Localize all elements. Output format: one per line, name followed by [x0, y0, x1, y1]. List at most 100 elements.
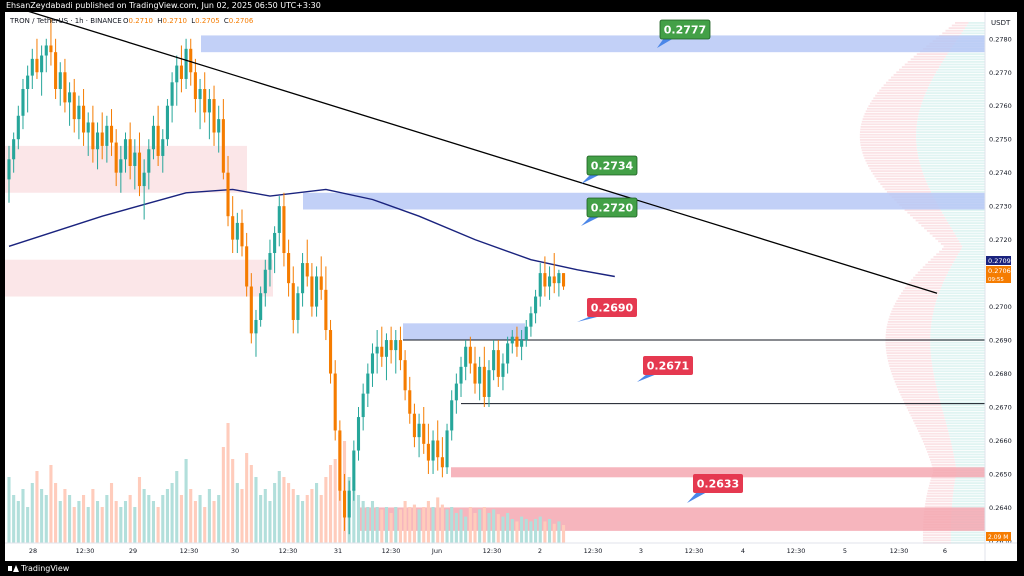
profile-bar [910, 279, 945, 282]
profile-bar [864, 113, 919, 115]
profile-bar [922, 100, 985, 102]
moving-average-line [8, 188, 615, 278]
profile-bar [886, 354, 932, 357]
candle-body [291, 283, 295, 320]
level-label-0-2690[interactable]: 0.2690 [577, 298, 637, 322]
level-label-0-2671[interactable]: 0.2671 [637, 356, 693, 382]
level-label-0-2633[interactable]: 0.2633 [687, 474, 743, 503]
profile-bar [922, 539, 951, 542]
profile-bar [930, 331, 985, 334]
price-axis[interactable]: USDT 0.2780 0.2770 0.2760 0.2750 0.2740 0.273… [984, 12, 1012, 561]
candle-body [468, 346, 472, 364]
profile-bar [915, 219, 947, 222]
profile-bar [910, 414, 945, 417]
profile-bar [861, 146, 917, 149]
candle [235, 212, 239, 254]
tradingview-logo[interactable]: TradingView [8, 563, 69, 574]
profile-bar [859, 133, 917, 136]
moving-average-layer [8, 188, 615, 278]
candle [482, 346, 486, 408]
level-label-0-2720[interactable]: 0.2720 [581, 197, 638, 226]
profile-bar [922, 531, 951, 534]
profile-bar [931, 191, 985, 193]
candle-body [91, 122, 95, 150]
candle-body [193, 72, 197, 100]
profile-bar [948, 432, 985, 435]
profile-bar [935, 237, 958, 240]
candles-layer [7, 18, 566, 535]
profile-bar [954, 232, 985, 235]
volume-bar [133, 507, 137, 543]
profile-bar [904, 209, 941, 211]
profile-bar [928, 484, 955, 487]
profile-bar [925, 178, 985, 180]
chart-panel[interactable]: 0.2777 0.2734 0.2720 0.2690 0.2671 0.2633 TRO… [5, 12, 1017, 561]
profile-bar [953, 453, 985, 456]
candle [21, 78, 25, 130]
volume-bar [95, 501, 100, 543]
profile-bar [872, 172, 924, 175]
profile-bar [944, 58, 985, 61]
profile-bar [867, 107, 921, 110]
candle [207, 88, 211, 140]
profile-bar [952, 503, 985, 505]
profile-bar [951, 24, 967, 27]
price-tick-label: 0.2660 [989, 437, 1012, 445]
candle [291, 266, 295, 334]
level-label-0-2734[interactable]: 0.2734 [581, 155, 638, 184]
volume-bar [277, 471, 281, 543]
candle-body [552, 276, 556, 284]
candle [398, 326, 402, 371]
candle [147, 139, 151, 190]
profile-bar [930, 326, 985, 328]
level-label-0-2777[interactable]: 0.2777 [657, 19, 711, 48]
profile-bar [948, 271, 985, 274]
candle-body [40, 55, 44, 73]
profile-bar [952, 495, 985, 497]
candle [342, 473, 347, 531]
candle [473, 346, 477, 394]
volume-bar [282, 477, 286, 543]
candle-body [319, 276, 323, 290]
profile-bar [893, 305, 935, 308]
candle-body [82, 105, 86, 133]
profile-bar [917, 149, 985, 152]
time-axis[interactable]: 28 12:30 29 12:30 30 12:30 31 12:30 Jun 12:30 2 12:… [5, 542, 1017, 555]
profile-bar [938, 240, 960, 243]
profile-bar [891, 310, 934, 313]
profile-bar [918, 157, 985, 159]
label-text: 0.2671 [647, 360, 689, 373]
volume-bar [119, 507, 123, 543]
profile-bar [921, 167, 985, 170]
profile-bar [916, 146, 985, 149]
candle-body [315, 276, 319, 307]
profile-bar [885, 334, 931, 336]
price-text: 0.2706 [988, 267, 1011, 275]
candle-body [249, 286, 253, 334]
profile-bar [944, 279, 985, 282]
tradingview-brand: TradingView [21, 564, 70, 573]
candle-body [277, 206, 281, 233]
profile-bar [874, 175, 925, 178]
price-chart[interactable]: 0.2777 0.2734 0.2720 0.2690 0.2671 0.2633 TRO… [5, 12, 1017, 561]
label-box [587, 298, 637, 317]
candle [161, 129, 165, 173]
profile-bar [954, 479, 985, 482]
volume-bar [426, 501, 430, 543]
profile-bar [885, 344, 931, 347]
candle [240, 209, 244, 257]
candle [487, 360, 491, 408]
volume-bar [16, 501, 20, 543]
profile-bar [968, 22, 985, 24]
countdown-text: 09:55 [988, 277, 1004, 283]
level-labels-layer[interactable]: 0.2777 0.2734 0.2720 0.2690 0.2671 0.2633 [577, 19, 743, 503]
volume-bar [478, 509, 482, 543]
profile-bar [953, 451, 985, 453]
candle [319, 256, 323, 300]
volume-bar [123, 501, 128, 543]
volume-bar [333, 459, 337, 543]
profile-bar [901, 292, 939, 295]
volume-bar [207, 489, 211, 543]
candle [510, 330, 514, 354]
profile-bar [953, 261, 985, 263]
